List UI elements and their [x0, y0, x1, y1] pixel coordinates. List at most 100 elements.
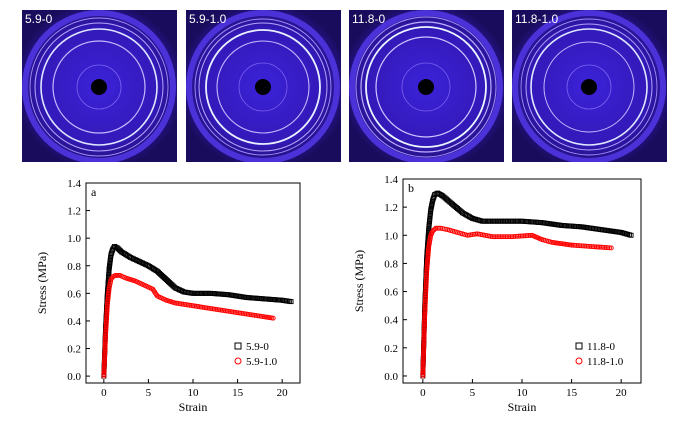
beam-stop [581, 79, 597, 95]
data-point [628, 232, 634, 238]
data-point [104, 313, 110, 319]
data-point [140, 260, 145, 266]
saxs-ring [401, 62, 451, 112]
data-point [132, 257, 138, 263]
data-point [579, 243, 584, 249]
y-tick-label: 0.6 [384, 287, 398, 299]
data-point [103, 322, 109, 328]
data-point [180, 288, 186, 294]
saxs-ring [543, 41, 635, 133]
data-point [102, 354, 108, 360]
data-point [128, 255, 134, 260]
data-point [527, 232, 533, 238]
data-point [101, 373, 107, 379]
data-point [421, 341, 427, 347]
data-point [494, 234, 500, 240]
data-point [420, 360, 426, 366]
data-point [468, 215, 474, 221]
data-point [103, 324, 109, 330]
data-point [434, 225, 440, 231]
data-point [421, 324, 427, 330]
data-point [605, 245, 611, 251]
data-point [422, 300, 428, 306]
x-tick-label: 20 [616, 387, 628, 399]
y-axis-label: Stress (MPa) [352, 250, 366, 312]
saxs-image-label: 11.8-0 [352, 12, 386, 26]
data-point [104, 316, 110, 322]
data-point [588, 244, 594, 249]
legend-marker [575, 342, 583, 350]
data-point [423, 276, 429, 282]
data-point [422, 306, 428, 312]
saxs-ring [375, 36, 477, 138]
data-point [104, 301, 110, 307]
data-point [422, 305, 428, 311]
data-point [422, 314, 428, 320]
data-point [421, 346, 427, 352]
saxs-ring [566, 64, 612, 110]
saxs-halo [349, 10, 503, 162]
saxs-image-1: 5.9-0 [22, 10, 177, 162]
data-point [134, 257, 139, 263]
data-point [104, 308, 110, 314]
data-point [420, 367, 426, 373]
x-axis-label: Strain [179, 400, 208, 414]
x-tick-label: 10 [188, 387, 200, 399]
legend-label: 11.8-1.0 [587, 356, 624, 368]
data-point [101, 367, 107, 373]
data-point [105, 296, 111, 302]
plot-frame [85, 182, 301, 384]
data-point [423, 280, 429, 286]
data-point [577, 243, 583, 249]
saxs-pattern-2 [186, 10, 341, 162]
data-point [104, 317, 109, 323]
data-point [422, 302, 428, 307]
saxs-image-4: 11.8-1.0 [512, 10, 667, 162]
data-point [421, 330, 427, 336]
data-point [423, 290, 429, 296]
data-point [420, 373, 426, 379]
data-point [423, 277, 429, 283]
beam-stop [255, 79, 271, 95]
data-point [422, 321, 427, 327]
data-point [104, 314, 110, 320]
y-tick-label: 0.4 [67, 316, 81, 328]
series-5.9-1.0 [101, 272, 276, 379]
data-point [420, 362, 426, 368]
beam-stop [91, 79, 107, 95]
data-point [602, 245, 608, 250]
data-point [422, 318, 428, 324]
data-point [102, 341, 108, 347]
data-point [421, 340, 427, 346]
data-point [587, 243, 593, 249]
data-point [421, 329, 427, 335]
data-point [603, 245, 609, 251]
y-tick-label: 0.0 [67, 371, 81, 383]
data-point [570, 242, 576, 248]
data-point [509, 234, 515, 240]
data-point [421, 348, 427, 354]
panel-label: a [91, 185, 97, 199]
saxs-ring [520, 18, 658, 156]
y-tick-label: 0.8 [67, 261, 81, 273]
data-point [103, 327, 109, 333]
data-point [424, 267, 430, 273]
data-point [115, 272, 121, 278]
data-point [423, 295, 428, 301]
y-axis-label: Stress (MPa) [35, 252, 49, 314]
x-axis-label: Strain [508, 400, 537, 414]
data-point [423, 287, 429, 293]
data-point [421, 337, 427, 343]
saxs-ring [525, 23, 653, 151]
data-point [421, 326, 427, 331]
saxs-image-2: 5.9-1.0 [186, 10, 341, 162]
data-point [426, 247, 431, 253]
data-point [424, 274, 429, 280]
data-point [103, 335, 108, 341]
data-point [496, 234, 502, 240]
data-point [270, 315, 276, 321]
saxs-image-label: 11.8-1.0 [515, 12, 559, 26]
data-point [137, 259, 142, 265]
data-point [102, 337, 108, 342]
saxs-pattern-4 [512, 10, 667, 162]
